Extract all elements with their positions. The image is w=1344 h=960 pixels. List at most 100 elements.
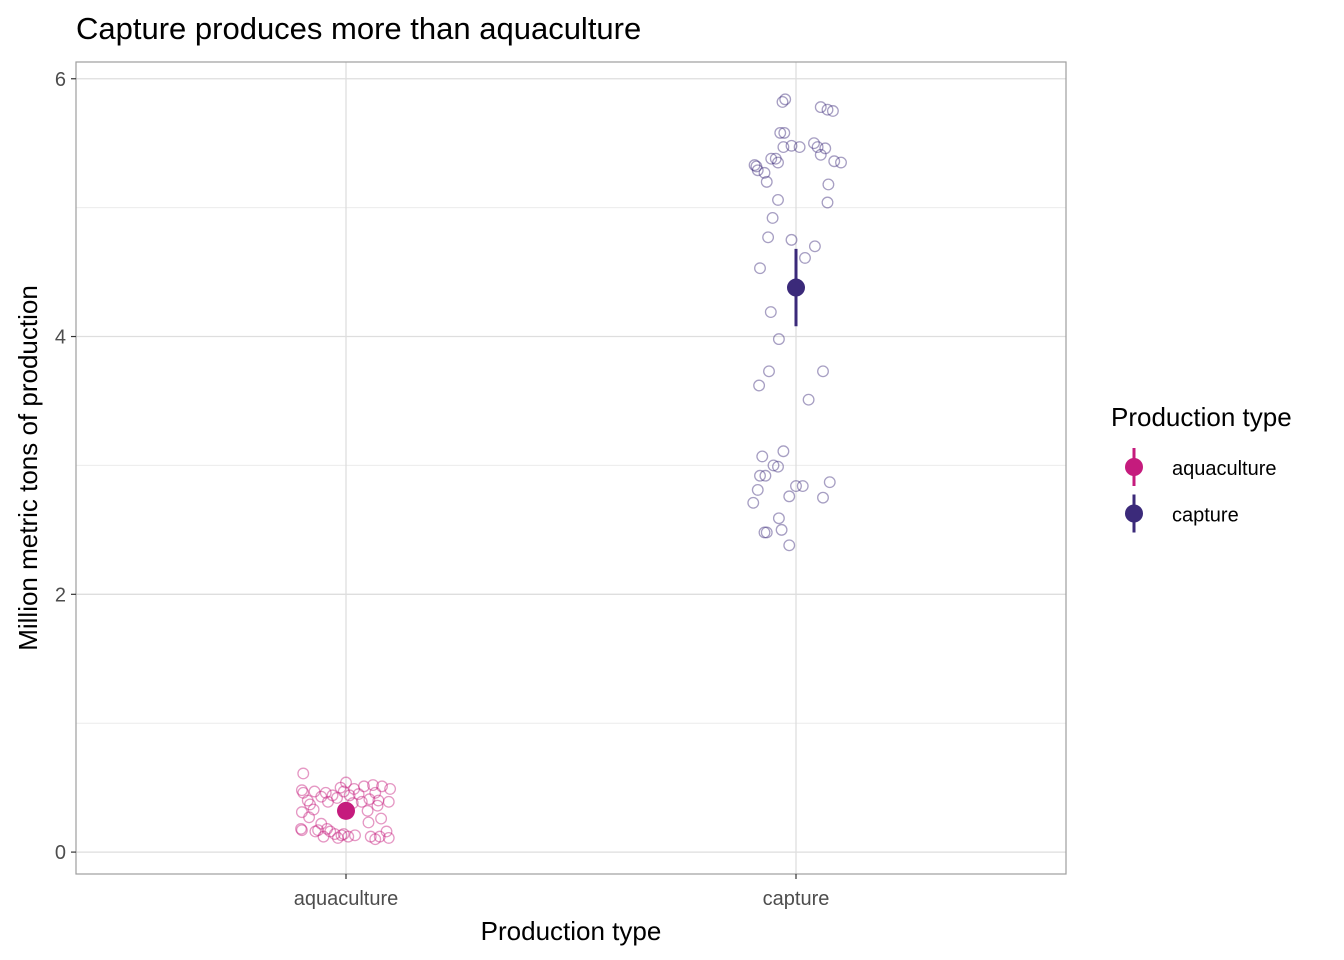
summary-points [337,248,805,820]
data-point-aquaculture [349,829,361,842]
legend: Production type aquaculture capture [1111,402,1292,533]
data-point-capture [766,212,779,224]
data-point-capture [814,148,827,161]
data-point-capture [802,393,815,406]
data-point-capture [758,166,771,179]
data-point-capture [772,512,785,525]
data-point-capture [821,196,834,209]
data-point-aquaculture [364,830,377,843]
data-point-capture [754,262,766,275]
data-point-capture [808,137,820,150]
legend-label-aquaculture: aquaculture [1172,458,1277,480]
data-point-capture [772,156,784,169]
data-point-aquaculture [369,833,382,846]
data-point-capture [775,523,788,536]
data-point-capture [747,496,760,509]
data-point-aquaculture [358,780,370,793]
data-point-aquaculture [355,795,368,808]
data-point-capture [821,103,834,116]
data-point-aquaculture [297,767,310,780]
data-point-aquaculture [307,803,320,816]
data-point-capture [828,155,841,168]
data-point-aquaculture [331,831,344,844]
data-point-aquaculture [304,798,316,811]
mean-point-capture [787,278,805,297]
data-point-capture [769,152,782,165]
data-point-aquaculture [309,825,322,838]
data-point-aquaculture [295,822,307,835]
data-point-capture [754,469,766,482]
x-tick-label: capture [763,888,830,910]
data-point-capture [799,251,811,264]
data-point-capture [760,526,773,539]
data-point-capture [762,231,775,244]
data-point-aquaculture [295,784,308,797]
data-point-capture [759,469,772,482]
y-axis-title: Million metric tons of production [13,285,43,651]
data-point-capture [756,450,769,463]
y-tick-label: 6 [55,69,66,91]
data-point-aquaculture [337,785,350,798]
data-point-capture [823,476,836,489]
y-tick-label: 2 [55,584,66,606]
data-point-capture [783,490,796,503]
data-point-aquaculture [384,782,397,795]
data-point-capture [767,459,780,472]
data-point-capture [783,539,796,552]
data-point-aquaculture [382,795,395,808]
data-point-capture [777,141,790,154]
data-point-capture [777,445,790,458]
data-point-capture [753,379,766,392]
legend-key-point-capture [1125,504,1143,523]
data-point-capture [814,101,827,114]
y-axis-ticks: 0 2 4 6 [55,69,76,864]
data-point-capture [796,480,809,492]
data-point-aquaculture [315,817,328,830]
major-grid [76,62,1066,874]
data-point-aquaculture [382,831,395,844]
legend-label-capture: capture [1172,505,1239,527]
data-point-capture [785,233,798,246]
data-point-aquaculture [376,780,388,793]
data-point-capture [751,164,764,177]
data-point-aquaculture [352,788,365,801]
data-point-aquaculture [331,792,343,804]
data-point-aquaculture [367,779,379,792]
data-point-aquaculture [380,825,393,838]
data-point-capture [763,365,775,378]
data-point-aquaculture [324,825,337,838]
y-tick-label: 4 [55,327,66,349]
data-point-aquaculture [308,785,321,798]
data-point-aquaculture [295,806,308,819]
x-axis-title: Production type [481,916,662,946]
data-point-aquaculture [322,795,334,808]
data-point-capture [748,159,761,172]
data-point-capture [772,460,784,473]
data-point-capture [811,141,824,154]
data-point-aquaculture [312,824,325,837]
data-point-capture [751,483,764,496]
legend-keys: aquaculture capture [1125,448,1277,533]
data-point-capture [779,93,792,106]
data-point-capture [785,139,798,152]
data-point-aquaculture [297,786,310,799]
data-point-capture [772,333,785,346]
x-tick-label: aquaculture [294,888,399,910]
data-point-aquaculture [315,790,328,803]
data-point-aquaculture [328,828,341,840]
data-point-aquaculture [343,789,356,802]
data-point-aquaculture [371,799,384,812]
data-point-aquaculture [363,793,376,806]
minor-grid [76,207,1066,724]
mean-point-aquaculture [337,801,355,820]
legend-title: Production type [1111,402,1292,432]
data-point-capture [765,152,778,165]
data-point-aquaculture [303,811,316,824]
data-point-aquaculture [340,776,352,789]
data-point-aquaculture [361,804,374,817]
panel-background [76,62,1066,874]
data-point-aquaculture [348,782,361,795]
data-point-capture [760,175,773,188]
data-point-aquaculture [373,830,386,843]
